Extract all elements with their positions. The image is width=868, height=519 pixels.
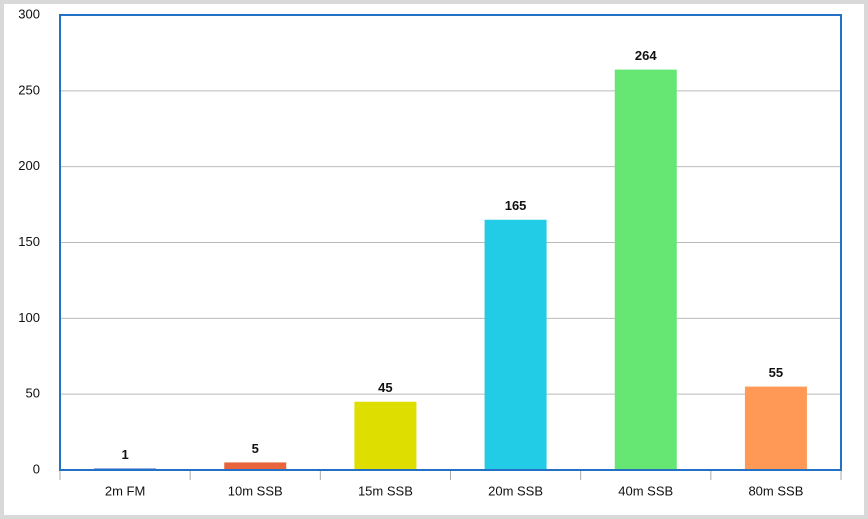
value-label: 55 xyxy=(769,365,783,380)
y-tick-label: 50 xyxy=(26,386,40,401)
y-tick-label: 200 xyxy=(18,158,40,173)
bar xyxy=(224,462,287,470)
x-tick-label: 15m SSB xyxy=(358,483,413,498)
bar xyxy=(484,219,547,470)
bar xyxy=(744,386,807,470)
x-tick-label: 80m SSB xyxy=(748,483,803,498)
value-label: 5 xyxy=(252,441,259,456)
y-tick-label: 0 xyxy=(33,461,40,476)
value-label: 165 xyxy=(505,198,527,213)
x-tick-label: 20m SSB xyxy=(488,483,543,498)
y-tick-label: 150 xyxy=(18,234,40,249)
value-label: 45 xyxy=(378,380,392,395)
y-tick-label: 250 xyxy=(18,82,40,97)
x-tick-label: 2m FM xyxy=(105,483,145,498)
plot-border xyxy=(59,14,842,471)
y-tick-label: 100 xyxy=(18,310,40,325)
x-tick-label: 10m SSB xyxy=(228,483,283,498)
bar xyxy=(354,401,417,470)
value-label: 264 xyxy=(635,48,657,63)
value-label: 1 xyxy=(121,447,128,462)
bar xyxy=(614,69,677,470)
y-tick-label: 300 xyxy=(18,6,40,21)
plot-area: 0 50 100 150 200 250 300 2m FM 1 10m SSB 5 15m SSB 4… xyxy=(18,6,842,498)
x-tick-label: 40m SSB xyxy=(618,483,673,498)
